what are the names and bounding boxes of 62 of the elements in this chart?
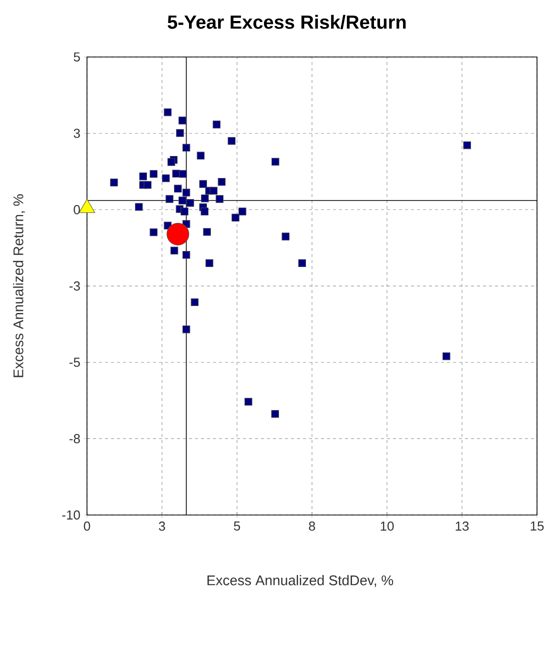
point [232, 214, 240, 222]
point [186, 199, 194, 207]
x-tick-label: 8 [309, 522, 316, 531]
x-axis-title: Excess Annualized StdDev, % [208, 575, 394, 587]
point [166, 222, 190, 246]
x-tick-label: 0 [84, 522, 90, 531]
chart-title: 5-Year Excess Risk/Return [168, 14, 406, 30]
y-tick-label: -5 [70, 358, 80, 367]
point [178, 196, 186, 204]
point [174, 184, 182, 192]
point [135, 203, 143, 211]
point [210, 186, 218, 195]
point [228, 137, 236, 145]
point [182, 188, 190, 196]
point [244, 398, 252, 406]
y-tick-label: -10 [62, 510, 80, 520]
y-tick-label: 5 [74, 52, 80, 62]
point [139, 172, 148, 180]
y-tick-label: -8 [70, 434, 80, 444]
point [442, 352, 450, 360]
point [182, 251, 190, 259]
x-tick-label: 13 [456, 522, 469, 531]
point [172, 170, 180, 178]
point [162, 174, 170, 182]
point [218, 178, 226, 186]
point [282, 232, 290, 240]
y-axis-title: Excess Annualized Return, % [13, 194, 26, 378]
y-tick-label: -3 [70, 281, 80, 291]
point [212, 120, 221, 128]
point [179, 170, 188, 178]
x-tick-label: 10 [380, 522, 394, 531]
point [191, 298, 199, 306]
point [463, 141, 472, 150]
point [150, 228, 158, 236]
x-tick-label: 5 [234, 522, 240, 531]
point [176, 129, 184, 137]
point [298, 259, 306, 267]
point [180, 208, 189, 216]
point [271, 410, 280, 418]
point [203, 228, 212, 236]
point [201, 194, 209, 202]
point [164, 108, 172, 116]
point [182, 326, 190, 334]
point [150, 170, 158, 178]
point [197, 152, 205, 160]
point [206, 259, 214, 267]
point [216, 195, 224, 203]
point [200, 208, 209, 216]
point [199, 180, 208, 188]
x-tick-label: 15 [530, 522, 544, 531]
point [168, 158, 176, 166]
point [144, 181, 152, 189]
x-tick-label: 3 [159, 522, 166, 531]
point [166, 195, 174, 203]
point [238, 208, 246, 216]
y-tick-label: 3 [74, 128, 80, 138]
point [182, 144, 190, 152]
point [170, 246, 178, 254]
point [110, 178, 118, 186]
point [178, 116, 186, 124]
y-tick-label: 0 [74, 205, 80, 214]
point [272, 158, 280, 166]
